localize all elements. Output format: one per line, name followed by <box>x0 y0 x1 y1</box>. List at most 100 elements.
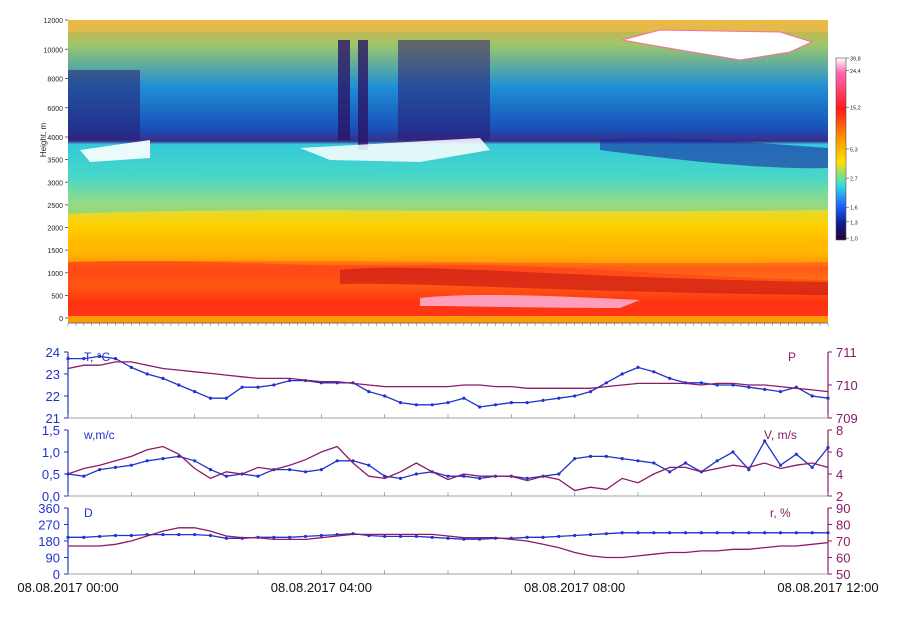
data-point <box>493 403 498 407</box>
data-point <box>145 372 149 376</box>
data-point <box>446 474 450 478</box>
data-point <box>414 472 418 476</box>
data-point <box>731 383 735 387</box>
heatmap-dark-red-band <box>340 267 828 295</box>
data-point <box>636 531 640 535</box>
heatmap-cloud-high <box>621 29 814 61</box>
data-point <box>367 463 371 467</box>
left-tick-label: 1,0 <box>42 445 60 460</box>
data-point <box>478 405 482 409</box>
heatmap-y-ticks: 0 500 1000 1500 2000 2500 3000 3500 4000 6000 8000… <box>44 18 68 323</box>
series-line <box>67 361 829 393</box>
data-point <box>161 532 165 537</box>
data-point <box>240 385 244 389</box>
left-tick-label: 360 <box>38 501 60 516</box>
data-point <box>715 383 719 387</box>
data-point <box>478 476 482 480</box>
time-label: 08.08.2017 04:00 <box>271 580 372 595</box>
colorbar-label: 24,4 <box>850 69 861 75</box>
heatmap-y-tick-label: 3000 <box>47 180 63 187</box>
data-point <box>113 357 118 361</box>
right-tick-label: 710 <box>836 378 858 393</box>
data-point <box>541 535 545 539</box>
data-point <box>573 457 577 461</box>
data-point <box>731 531 735 535</box>
data-point <box>573 394 577 398</box>
series-line <box>67 439 829 480</box>
data-point <box>398 534 403 539</box>
heatmap-dark-column <box>68 70 140 140</box>
data-point <box>335 459 339 463</box>
data-point <box>98 468 102 472</box>
data-point <box>509 401 513 405</box>
data-point <box>478 537 482 541</box>
left-tick-label: 21 <box>46 411 60 426</box>
data-point <box>288 379 292 383</box>
data-point <box>319 533 323 538</box>
data-point <box>414 534 418 539</box>
data-point <box>604 532 608 536</box>
time-label: 08.08.2017 12:00 <box>777 580 878 595</box>
data-point <box>636 459 640 463</box>
data-point <box>668 531 672 535</box>
heatmap-y-tick-label: 6000 <box>47 106 63 113</box>
data-point <box>193 459 197 463</box>
data-point <box>98 354 102 358</box>
right-tick-label: 70 <box>836 534 850 549</box>
data-point <box>288 535 292 539</box>
data-point <box>763 531 767 535</box>
right-axis-name: V, m/s <box>764 428 797 442</box>
data-point <box>620 372 624 376</box>
data-point <box>747 468 751 472</box>
colorbar-label: 2,7 <box>850 177 858 183</box>
data-point <box>462 537 466 541</box>
data-point <box>604 454 608 458</box>
data-point <box>129 463 133 467</box>
heatmap-y-tick-label: 2500 <box>47 203 63 210</box>
data-point <box>430 535 434 539</box>
data-point <box>398 476 403 480</box>
data-point <box>98 534 102 539</box>
data-point <box>446 401 450 405</box>
left-tick-label: 270 <box>38 518 60 533</box>
left-tick-label: 0 <box>53 567 60 582</box>
right-tick-label: 711 <box>836 345 857 360</box>
data-point <box>573 533 577 538</box>
data-point <box>224 536 228 540</box>
heatmap-yellow-layer <box>68 243 828 264</box>
data-point <box>715 531 719 535</box>
time-axis-labels: 08.08.2017 00:00 08.08.2017 04:00 08.08.20… <box>17 580 878 595</box>
data-point <box>66 357 70 361</box>
heatmap-y-tick-label: 8000 <box>47 77 63 84</box>
data-point <box>525 401 529 405</box>
data-point <box>256 385 260 389</box>
right-tick-label: 2 <box>836 489 843 504</box>
data-point <box>398 401 403 405</box>
left-axis-name: D <box>84 506 93 520</box>
data-point <box>778 531 783 535</box>
data-point <box>699 531 703 535</box>
data-point <box>557 396 561 400</box>
heatmap-y-tick-label: 4000 <box>47 135 63 142</box>
data-point <box>794 452 798 456</box>
data-point <box>652 370 656 374</box>
data-point <box>810 394 814 398</box>
data-point <box>668 470 672 474</box>
data-point <box>414 403 418 407</box>
heatmap-y-tick-label: 0 <box>59 316 63 323</box>
heatmap-y-tick-label: 1000 <box>47 271 63 278</box>
data-point <box>763 439 767 443</box>
data-point <box>588 532 593 537</box>
data-point <box>383 534 387 539</box>
data-point <box>525 535 529 539</box>
data-point <box>208 396 213 400</box>
left-tick-label: 0,5 <box>42 467 60 482</box>
data-point <box>541 398 545 402</box>
colorbar <box>835 57 847 241</box>
data-point <box>161 376 165 380</box>
heatmap-y-tick-label: 2000 <box>47 226 63 233</box>
data-point <box>208 468 213 472</box>
colorbar-label: 1,3 <box>850 220 858 226</box>
